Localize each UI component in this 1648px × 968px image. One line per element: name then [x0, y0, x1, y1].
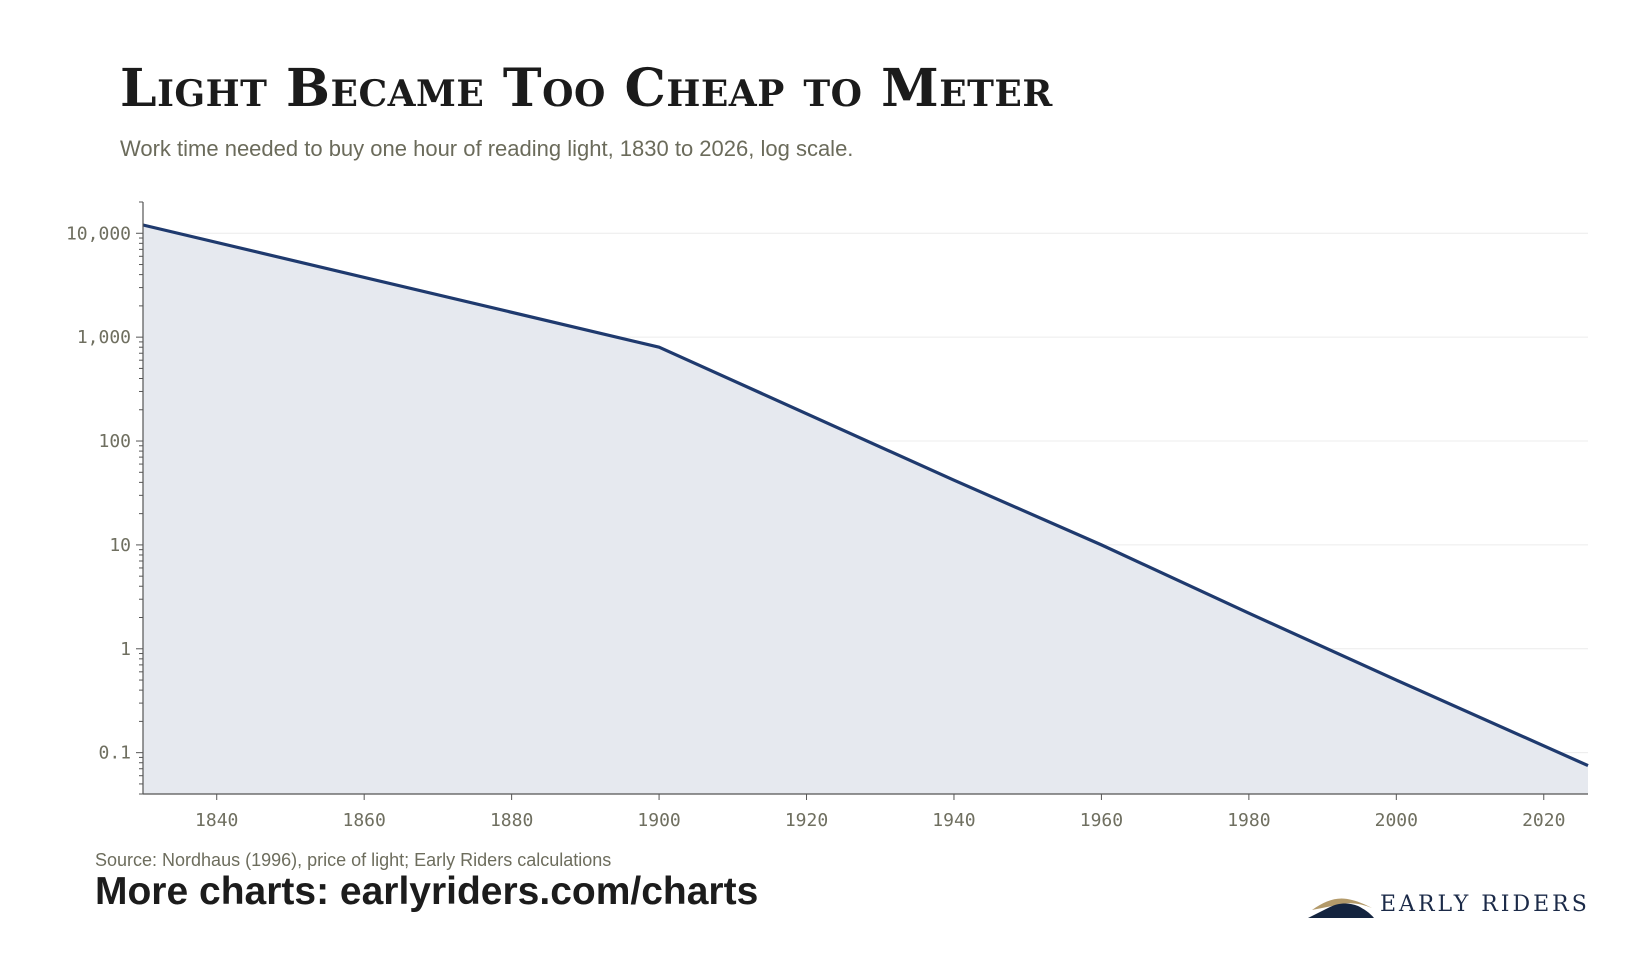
x-tick-label: 1920	[785, 810, 828, 831]
y-tick-label: 0.1	[98, 743, 131, 764]
x-tick-label: 1900	[637, 810, 680, 831]
more-charts-link[interactable]: More charts: earlyriders.com/charts	[95, 870, 759, 913]
chart-area: 10,000 1,000 100 10 1 0.1 1840 1860 1880 1900 1920…	[66, 201, 1589, 831]
x-tick-label: 1980	[1227, 810, 1270, 831]
x-tick-label: 1880	[490, 810, 533, 831]
series-area	[143, 225, 1588, 794]
chart-title: Light Became Too Cheap to Meter	[120, 58, 1053, 119]
source-note: Source: Nordhaus (1996), price of light;…	[95, 850, 612, 870]
y-tick-label: 10,000	[66, 223, 131, 244]
mountain-logo-icon	[1308, 898, 1374, 918]
brand-logo: EARLY RIDERS	[1308, 888, 1608, 924]
series-line	[142, 223, 1589, 768]
x-tick-label: 1860	[342, 810, 385, 831]
x-tick-label: 1840	[195, 810, 238, 831]
brand-name: EARLY RIDERS	[1380, 892, 1590, 917]
y-tick-label: 100	[98, 431, 131, 452]
x-tick-label: 1940	[932, 810, 975, 831]
chart-subtitle: Work time needed to buy one hour of read…	[120, 136, 854, 161]
y-tick-label: 1,000	[77, 327, 131, 348]
x-tick-label: 2020	[1522, 810, 1565, 831]
y-tick-label: 10	[109, 535, 131, 556]
x-tick-label: 1960	[1080, 810, 1123, 831]
x-tick-label: 2000	[1375, 810, 1418, 831]
y-tick-label: 1	[120, 639, 131, 660]
